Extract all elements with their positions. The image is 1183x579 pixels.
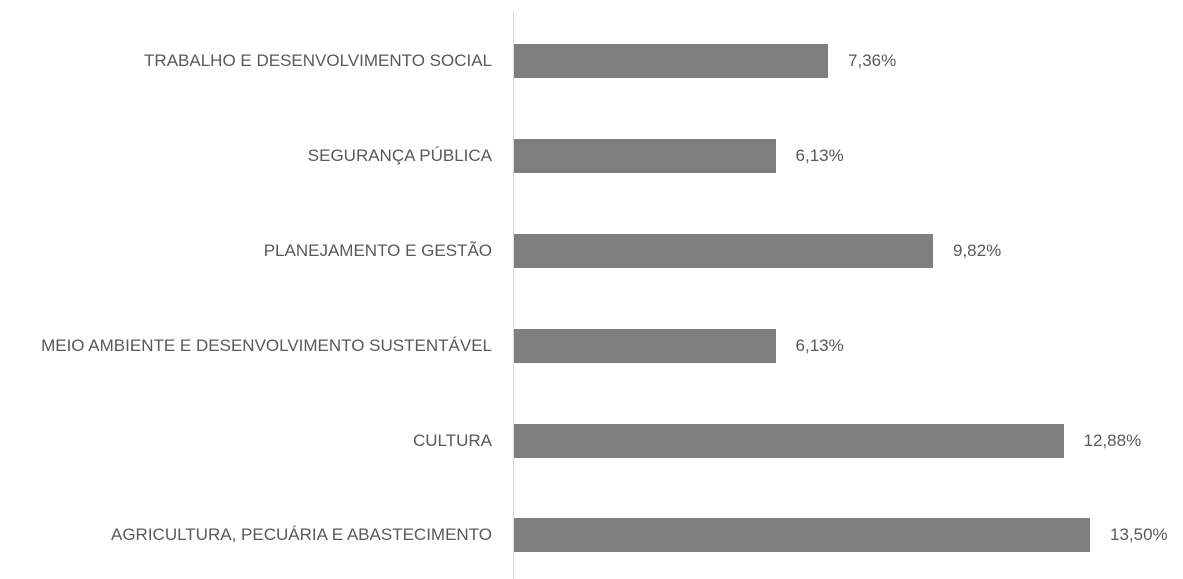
value-label: 13,50% [1110, 525, 1168, 545]
category-label: TRABALHO E DESENVOLVIMENTO SOCIAL [144, 51, 492, 71]
bar [514, 234, 933, 268]
bar [514, 328, 776, 363]
value-label: 6,13% [795, 146, 844, 166]
bar [514, 139, 776, 174]
category-label: PLANEJAMENTO E GESTÃO [263, 241, 492, 260]
value-label: 7,36% [848, 51, 897, 71]
category-label: AGRICULTURA, PECUÁRIA E ABASTECIMENTO [110, 525, 492, 545]
value-label: 9,82% [952, 241, 1002, 260]
bar [514, 423, 1064, 458]
category-label: CULTURA [412, 430, 492, 450]
category-label: SEGURANÇA PÚBLICA [307, 146, 492, 166]
value-label: 6,13% [795, 335, 844, 355]
category-axis [513, 12, 514, 579]
category-label: MEIO AMBIENTE E DESENVOLVIMENTO SUSTENTÁ… [41, 335, 492, 355]
value-label: 12,88% [1083, 430, 1142, 450]
bar [514, 44, 829, 79]
bar [514, 518, 1090, 553]
